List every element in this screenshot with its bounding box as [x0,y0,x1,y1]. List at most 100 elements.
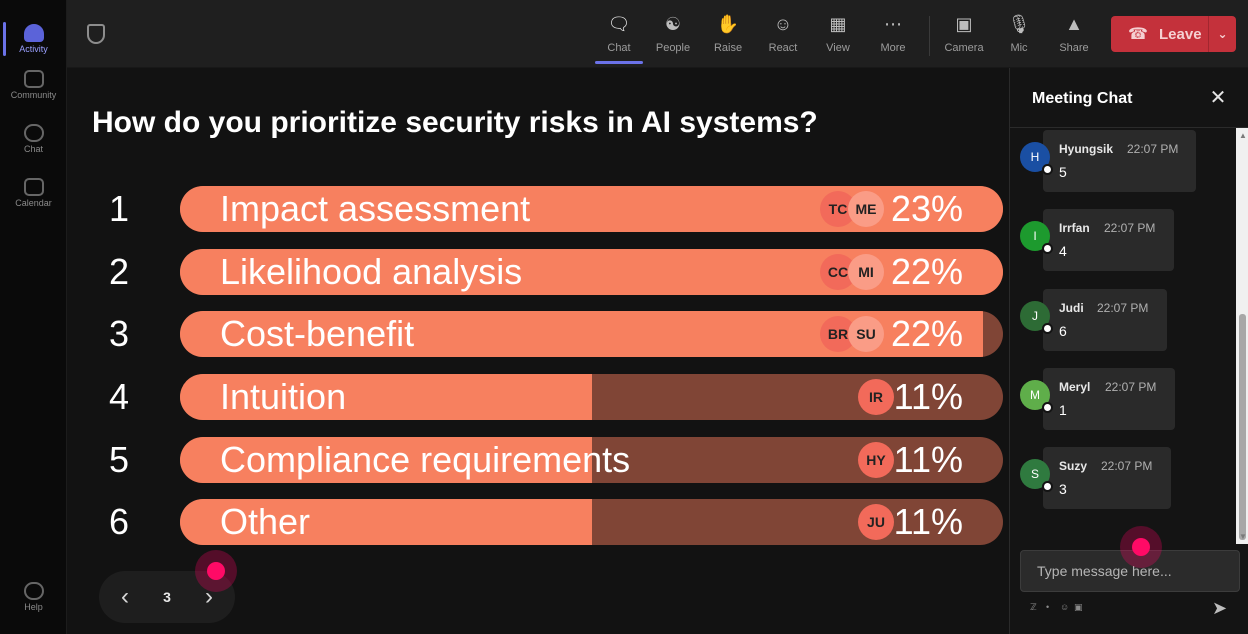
chat-icon: 🗨 [607,13,631,34]
slide-pager: ‹ 3 › [99,571,235,623]
rail-item-label: Calendar [15,198,52,208]
leave-label: Leave [1159,25,1202,43]
toolbar-view-button[interactable]: ▦ View [812,8,864,64]
divider [1010,127,1248,128]
toolbar-mic-button[interactable]: 🎙 Mic [993,8,1045,64]
sender-name: Irrfan [1059,221,1090,235]
rail-item-chat[interactable]: Chat [0,114,67,164]
voter-avatar: ME [848,191,884,227]
message-input[interactable] [1020,550,1240,592]
option-bar: Other JU 11% [180,499,1003,545]
option-percent: 22% [890,251,963,292]
option-bar-fill [180,437,592,483]
option-label: Compliance requirements [220,439,631,480]
toolbar-button-label: View [826,42,850,54]
scrollbar-thumb[interactable] [1239,314,1246,540]
option-rank: 4 [108,376,130,417]
sender-name: Hyungsik [1059,142,1114,156]
poll-option-row: 6 Other JU 11% [97,499,1003,545]
option-rank: 3 [108,313,130,354]
option-label: Impact assessment [220,188,531,229]
option-label: Cost-benefit [220,313,415,354]
presence-dot [1042,481,1053,492]
scroll-up-arrow-icon[interactable]: ▲ [1239,131,1247,140]
mic-icon: 🎙 [1007,13,1031,34]
toolbar-button-label: More [880,42,906,54]
option-label: Other [220,501,311,542]
chat-message: Meryl 22:07 PM 1 M [1010,366,1236,430]
raise-hand-icon: ✋ [716,13,740,34]
format-icon[interactable]: ℤ [1030,602,1037,612]
option-label: Likelihood analysis [220,251,523,292]
message-time: 22:07 PM [1127,142,1179,156]
rail-item-calendar[interactable]: Calendar [0,168,67,218]
chat-message: Hyungsik 22:07 PM 5 H [1010,128,1236,192]
message-bubble: Judi 22:07 PM 6 [1043,289,1167,351]
presence-dot [1042,402,1053,413]
sender-name: Suzy [1059,459,1088,473]
option-bar: Compliance requirements HY 11% [180,437,1003,483]
message-text: 4 [1059,243,1067,259]
poll-option-row: 1 Impact assessment TC ME 23% [97,186,1003,232]
phone-hangup-icon: ☎ [1128,26,1148,43]
send-icon[interactable]: ➤ [1212,598,1228,618]
chat-title: Meeting Chat [1032,90,1133,107]
option-bar: Cost-benefit BR SU 22% [180,311,1003,357]
toolbar-raise-button[interactable]: ✋ Raise [702,8,754,64]
voter-avatar: JU [858,504,894,540]
voter-avatar: IR [858,379,894,415]
toolbar-react-button[interactable]: ☺ React [757,8,809,64]
poll-question: How do you prioritize security risks in … [92,106,818,139]
toolbar-camera-button[interactable]: ▣ Camera [938,8,990,64]
chat-message-list[interactable]: Hyungsik 22:07 PM 5 H Irrfan 22:07 PM 4 … [1010,128,1236,544]
more-icon: ⋯ [884,13,902,34]
page-number: 3 [163,589,171,605]
toolbar-more-button[interactable]: ⋯ More [867,8,919,64]
rail-item-label: Community [10,90,57,100]
message-time: 22:07 PM [1101,459,1153,473]
share-icon: ▲ [1065,13,1083,34]
chat-scrollbar[interactable]: ▲ ▼ [1236,128,1248,544]
poll-stage: How do you prioritize security risks in … [67,68,1009,634]
presence-dot [1042,164,1053,175]
camera-off-icon: ▣ [955,13,973,34]
gif-icon[interactable]: ▣ [1074,602,1083,612]
option-rank: 6 [108,501,130,542]
message-text: 1 [1059,402,1067,418]
attach-icon[interactable]: • [1046,602,1050,612]
pointer-indicator [1120,526,1162,568]
shield-icon[interactable] [87,24,105,44]
chevron-right-icon[interactable]: › [205,583,213,610]
toolbar-chat-button[interactable]: 🗨 Chat [593,8,645,64]
option-label: Intuition [220,376,347,417]
chat-icon [23,124,44,142]
message-time: 22:07 PM [1097,301,1149,315]
chevron-down-icon[interactable]: ⌄ [1208,16,1236,52]
message-time: 22:07 PM [1104,221,1156,235]
toolbar-share-button[interactable]: ▲ Share [1048,8,1100,64]
option-bar: Impact assessment TC ME 23% [180,186,1003,232]
option-percent: 11% [893,501,963,542]
chevron-left-icon[interactable]: ‹ [121,583,129,610]
option-percent: 11% [893,376,963,417]
leave-button[interactable]: ☎ Leave ⌄ [1111,16,1236,52]
rail-item-help[interactable]: Help [0,572,67,622]
poll-option-row: 4 Intuition IR 11% [97,374,1003,420]
message-text: 5 [1059,164,1067,180]
people-icon: ☯ [664,13,682,34]
toolbar-button-label: Camera [944,42,984,54]
toolbar-people-button[interactable]: ☯ People [647,8,699,64]
message-bubble: Hyungsik 22:07 PM 5 [1043,130,1196,192]
view-icon: ▦ [829,13,847,34]
chat-message: Judi 22:07 PM 6 J [1010,287,1236,351]
rail-item-label: Activity [19,44,48,54]
emoji-icon[interactable]: ☺ [1060,602,1070,612]
rail-item-activity[interactable]: Activity [0,14,67,64]
toolbar-button-label: People [655,42,691,54]
scroll-down-arrow-icon[interactable]: ▼ [1239,532,1247,541]
poll-option-row: 3 Cost-benefit BR SU 22% [97,311,1003,357]
rail-item-community[interactable]: Community [0,60,67,110]
option-percent: 11% [893,439,963,480]
option-percent: 23% [890,188,963,229]
close-icon[interactable]: ✕ [1209,87,1227,109]
